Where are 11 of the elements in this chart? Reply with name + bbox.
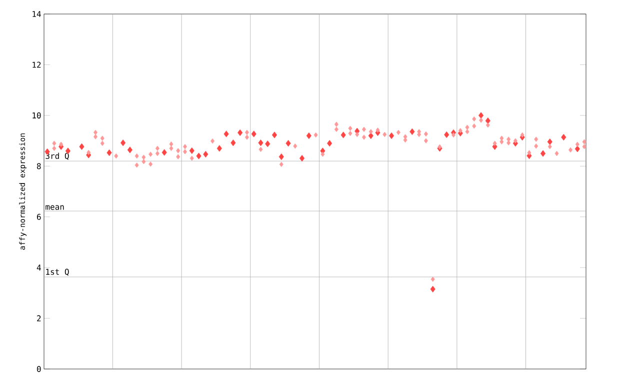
y-tick-label: 0	[37, 366, 41, 372]
y-tick-label: 10	[32, 112, 41, 118]
y-tick-label: 14	[32, 11, 41, 17]
y-tick-label: 4	[36, 264, 41, 270]
y-tick-label: 8	[37, 163, 41, 170]
ref-line-label: mean	[46, 205, 64, 210]
ref-line-label: 3rd Q	[46, 152, 69, 160]
y-tick-label: 2	[37, 315, 41, 322]
y-tick-label: 12	[32, 62, 41, 68]
y-tick-label: 6	[37, 214, 41, 220]
ref-line-label: 1st Q	[46, 268, 69, 276]
